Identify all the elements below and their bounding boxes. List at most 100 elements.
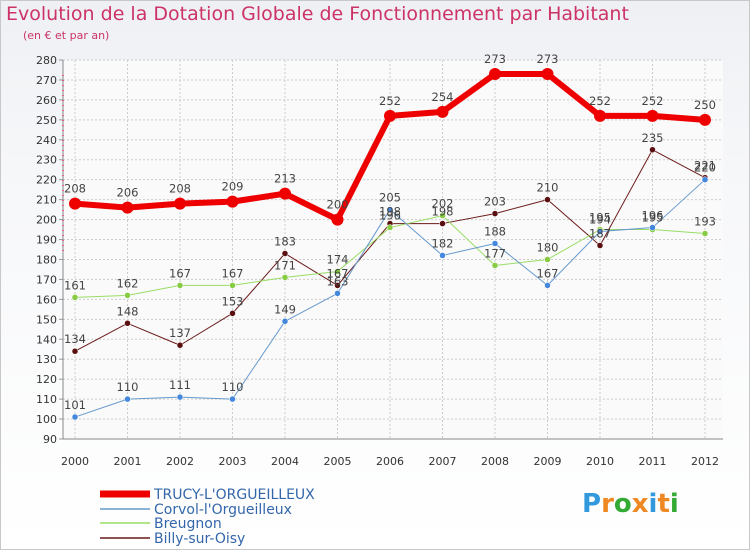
data-label-corvol-l-orgueilleux: 163 <box>327 274 349 288</box>
data-point-billy-sur-oisy <box>491 210 499 217</box>
data-label-breugnon: 171 <box>274 258 296 272</box>
y-tick-label: 190 <box>36 234 57 247</box>
x-tick-label: 2008 <box>481 455 509 468</box>
data-label-corvol-l-orgueilleux: 205 <box>379 191 401 205</box>
data-point-trucy-l-orgueilleux <box>489 67 501 80</box>
y-tick-label: 170 <box>36 273 57 286</box>
legend-label-billy-sur-oisy: Billy-sur-Oisy <box>154 531 245 547</box>
data-point-breugnon <box>334 268 341 275</box>
logo-letter: i <box>669 489 679 519</box>
x-tick-label: 2007 <box>429 455 457 468</box>
y-tick-label: 160 <box>36 293 57 306</box>
x-tick-label: 2004 <box>271 455 299 468</box>
data-label-corvol-l-orgueilleux: 167 <box>537 266 559 280</box>
data-label-trucy-l-orgueilleux: 252 <box>642 94 664 108</box>
logo-letter: P <box>582 489 602 519</box>
data-point-trucy-l-orgueilleux <box>331 213 344 226</box>
data-label-billy-sur-oisy: 221 <box>694 159 716 173</box>
data-point-corvol-l-orgueilleux <box>176 393 184 401</box>
data-point-billy-sur-oisy <box>71 347 79 355</box>
x-tick-label: 2010 <box>586 455 614 468</box>
chart-title: Evolution de la Dotation Globale de Fonc… <box>6 3 629 25</box>
data-point-breugnon <box>701 230 709 237</box>
x-tick-label: 2012 <box>691 455 719 468</box>
x-tick-label: 2006 <box>376 455 404 468</box>
data-point-trucy-l-orgueilleux <box>174 197 186 210</box>
data-label-trucy-l-orgueilleux: 250 <box>694 98 716 112</box>
data-point-billy-sur-oisy <box>281 250 289 257</box>
data-point-corvol-l-orgueilleux <box>491 240 499 247</box>
data-point-trucy-l-orgueilleux <box>699 113 711 126</box>
data-label-trucy-l-orgueilleux: 252 <box>379 94 401 108</box>
data-point-corvol-l-orgueilleux <box>386 206 394 213</box>
x-tick-label: 2003 <box>219 455 247 468</box>
y-tick-label: 120 <box>36 373 57 386</box>
data-label-trucy-l-orgueilleux: 200 <box>327 198 349 212</box>
data-label-corvol-l-orgueilleux: 188 <box>484 225 506 239</box>
data-point-trucy-l-orgueilleux <box>69 197 81 210</box>
data-point-breugnon <box>176 282 184 289</box>
data-label-billy-sur-oisy: 137 <box>169 326 191 340</box>
data-point-corvol-l-orgueilleux <box>229 395 236 403</box>
data-label-billy-sur-oisy: 210 <box>537 181 559 195</box>
data-point-breugnon <box>281 274 289 281</box>
data-point-corvol-l-orgueilleux <box>71 413 79 421</box>
data-label-breugnon: 195 <box>589 211 611 225</box>
data-label-breugnon: 180 <box>537 240 559 254</box>
data-point-billy-sur-oisy <box>439 220 446 227</box>
data-label-billy-sur-oisy: 198 <box>432 205 454 219</box>
x-tick-label: 2009 <box>534 455 562 468</box>
x-tick-label: 2000 <box>61 455 89 468</box>
data-point-breugnon <box>544 256 551 263</box>
data-label-corvol-l-orgueilleux: 101 <box>64 398 86 412</box>
proxiti-logo: Proxiti <box>582 489 679 519</box>
logo-letter: i <box>648 489 658 519</box>
data-point-trucy-l-orgueilleux <box>541 67 554 80</box>
data-point-corvol-l-orgueilleux <box>124 395 131 403</box>
y-tick-label: 110 <box>36 393 57 406</box>
y-tick-label: 210 <box>36 194 57 207</box>
y-tick-label: 100 <box>36 413 57 426</box>
data-label-billy-sur-oisy: 187 <box>589 227 611 241</box>
data-point-corvol-l-orgueilleux <box>281 318 289 325</box>
data-point-breugnon <box>229 282 236 289</box>
data-label-trucy-l-orgueilleux: 206 <box>117 186 139 200</box>
data-label-billy-sur-oisy: 153 <box>222 294 244 308</box>
logo-letter: x <box>631 489 649 519</box>
data-label-trucy-l-orgueilleux: 252 <box>589 94 611 108</box>
y-tick-label: 250 <box>36 114 57 127</box>
data-label-corvol-l-orgueilleux: 110 <box>222 380 244 394</box>
data-label-breugnon: 174 <box>327 252 349 266</box>
data-label-billy-sur-oisy: 167 <box>327 266 349 280</box>
plot-area <box>63 60 723 439</box>
data-point-breugnon <box>71 294 79 301</box>
legend-label-breugnon: Breugnon <box>154 516 222 532</box>
y-tick-label: 140 <box>36 333 57 346</box>
y-tick-label: 270 <box>36 74 57 87</box>
data-label-breugnon: 195 <box>642 211 664 225</box>
y-tick-label: 280 <box>36 54 57 67</box>
chart-subtitle: (en € et par an) <box>23 29 110 42</box>
data-label-breugnon: 196 <box>379 209 401 223</box>
data-label-billy-sur-oisy: 235 <box>642 131 664 145</box>
data-point-billy-sur-oisy <box>544 196 551 203</box>
data-point-billy-sur-oisy <box>124 320 131 327</box>
data-label-breugnon: 202 <box>432 197 454 211</box>
data-label-billy-sur-oisy: 183 <box>274 234 296 248</box>
data-point-corvol-l-orgueilleux <box>544 282 551 289</box>
data-point-trucy-l-orgueilleux <box>279 187 291 200</box>
y-tick-label: 90 <box>43 433 57 446</box>
data-point-billy-sur-oisy <box>229 310 236 317</box>
data-label-breugnon: 193 <box>694 215 716 229</box>
data-label-trucy-l-orgueilleux: 213 <box>274 172 296 186</box>
y-tick-label: 130 <box>36 353 57 366</box>
y-tick-label: 240 <box>36 134 57 147</box>
data-point-corvol-l-orgueilleux <box>439 252 446 259</box>
legend-label-trucy-l-orgueilleux: TRUCY-L'ORGUEILLEUX <box>153 487 315 503</box>
data-label-trucy-l-orgueilleux: 209 <box>222 180 244 194</box>
data-point-breugnon <box>491 262 499 269</box>
data-label-corvol-l-orgueilleux: 149 <box>274 302 296 316</box>
data-point-corvol-l-orgueilleux <box>334 290 341 297</box>
data-point-billy-sur-oisy <box>596 242 604 249</box>
